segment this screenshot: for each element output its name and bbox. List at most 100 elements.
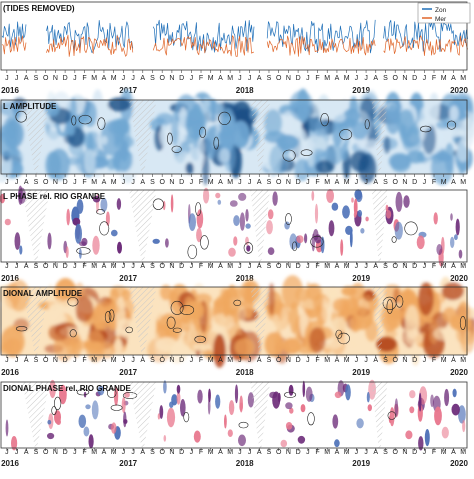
contour	[195, 202, 202, 216]
heatmap-cell	[449, 105, 459, 122]
heatmap-cell	[238, 434, 246, 447]
month-tick-label: J	[248, 263, 252, 270]
heatmap-cell	[92, 235, 100, 255]
heatmap-cell	[320, 236, 325, 254]
month-tick-label: D	[179, 75, 184, 82]
month-tick-label: J	[364, 179, 368, 186]
heatmap-cell	[92, 195, 101, 203]
year-label: 2017	[119, 459, 137, 468]
month-tick-label: A	[102, 449, 107, 456]
heatmap-cell	[405, 430, 413, 440]
contour	[97, 117, 106, 130]
heatmap-cell	[57, 314, 66, 323]
month-tick-label: M	[460, 263, 466, 270]
heatmap-cell	[405, 330, 423, 346]
hatched-region	[22, 287, 50, 355]
heatmap-cell	[272, 191, 278, 206]
heatmap-cells	[0, 275, 474, 368]
heatmap-cell	[304, 233, 308, 244]
month-tick-label: A	[335, 75, 340, 82]
heatmap-cell	[418, 436, 424, 451]
heatmap-cell	[417, 119, 432, 130]
month-tick-label: F	[199, 179, 203, 186]
month-tick-label: O	[159, 263, 165, 270]
month-tick-label: S	[383, 449, 388, 456]
month-tick-label: F	[315, 449, 319, 456]
heatmap-cell	[452, 388, 457, 398]
month-tick-label: A	[257, 449, 262, 456]
month-tick-label: S	[150, 179, 155, 186]
heatmap-cell	[397, 109, 415, 139]
heatmap-cell	[441, 282, 464, 301]
month-tick-label: A	[24, 263, 29, 270]
heatmap-cell	[13, 108, 21, 120]
hatched-region	[250, 100, 271, 174]
hatched-region	[250, 287, 271, 355]
heatmap-cell	[444, 388, 450, 407]
month-tick-label: S	[267, 357, 272, 364]
contour	[108, 309, 115, 322]
panel-frame-1	[0, 99, 468, 175]
heatmap-cell	[315, 160, 334, 174]
month-tick-label: M	[91, 357, 97, 364]
heatmap-cell	[281, 275, 304, 309]
month-tick-label: S	[267, 75, 272, 82]
month-tick-label: M	[111, 75, 117, 82]
contour	[15, 326, 28, 332]
month-tick-label: D	[296, 179, 301, 186]
heatmap-cell	[268, 283, 275, 316]
heatmap-cell	[219, 124, 235, 151]
heatmap-cell	[176, 384, 181, 394]
month-tick-label: M	[208, 179, 214, 186]
hatched-region	[129, 100, 157, 174]
heatmap-cell	[394, 398, 399, 417]
heatmap-cell	[107, 97, 131, 112]
heatmap-cell	[351, 197, 354, 203]
month-tick-label: N	[53, 357, 58, 364]
month-tick-label: N	[402, 179, 407, 186]
month-tick-label: M	[460, 449, 466, 456]
month-tick-label: O	[43, 357, 49, 364]
panel-title-0: (TIDES REMOVED)	[3, 4, 75, 13]
contour	[152, 198, 164, 210]
heatmap-cell	[196, 209, 204, 229]
contour	[69, 329, 77, 338]
month-tick-label: O	[159, 357, 165, 364]
month-tick-label: N	[169, 449, 174, 456]
month-tick-label: A	[451, 179, 456, 186]
contour	[238, 421, 249, 429]
contour	[110, 404, 123, 411]
year-label: 2019	[352, 274, 370, 283]
month-tick-label: D	[296, 449, 301, 456]
month-tick-label: F	[199, 357, 203, 364]
timeseries-panel	[1, 18, 468, 57]
month-tick-label: N	[53, 263, 58, 270]
month-tick-label: A	[257, 357, 262, 364]
month-tick-label: A	[140, 75, 145, 82]
heatmap-cell	[47, 232, 52, 250]
heatmap-cell	[418, 392, 422, 412]
heatmap-cell	[353, 198, 358, 216]
heatmap-cell	[324, 144, 344, 165]
hatched-region	[250, 382, 271, 448]
heatmap-cell	[74, 223, 82, 244]
month-tick-label: F	[315, 357, 319, 364]
month-tick-label: A	[218, 75, 223, 82]
contour	[51, 406, 57, 416]
month-tick-label: A	[373, 263, 378, 270]
month-tick-label: M	[441, 263, 447, 270]
month-tick-label: O	[159, 75, 165, 82]
heatmap-cell	[455, 218, 460, 236]
contour	[404, 221, 418, 236]
month-tick-label: O	[392, 179, 398, 186]
month-tick-label: J	[73, 449, 77, 456]
heatmap-cell	[0, 124, 17, 158]
heatmap-cell	[350, 306, 368, 317]
month-tick-label: A	[24, 179, 29, 186]
heatmap-cell	[302, 380, 306, 398]
heatmap-cell	[246, 245, 251, 252]
heatmap-cell	[326, 189, 334, 203]
contour	[285, 213, 292, 225]
year-label: 2016	[1, 274, 19, 283]
